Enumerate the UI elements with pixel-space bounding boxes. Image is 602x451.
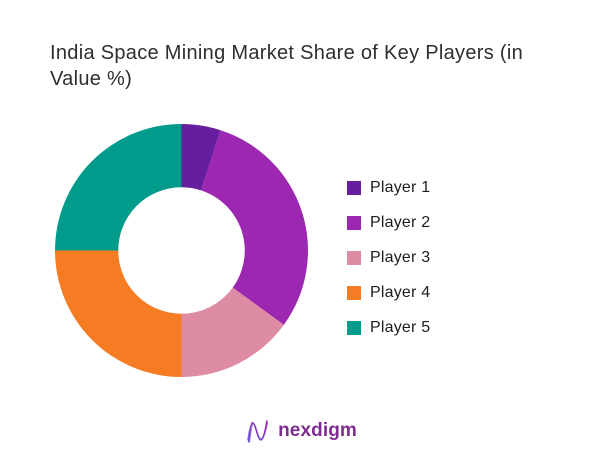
nexdigm-logo: nexdigm: [245, 418, 357, 444]
donut-slice-player-5: [55, 124, 182, 251]
nexdigm-logo-text: nexdigm: [278, 420, 357, 441]
legend-item: Player 1: [347, 170, 430, 205]
donut-chart-svg: [55, 124, 308, 377]
donut-slice-player-4: [55, 250, 182, 377]
legend-swatch: [347, 285, 361, 300]
legend-swatch: [347, 320, 361, 335]
chart-title: India Space Mining Market Share of Key P…: [50, 42, 523, 90]
legend-swatch: [347, 180, 361, 195]
legend-label: Player 2: [370, 213, 431, 231]
legend-item: Player 2: [347, 205, 430, 240]
legend-label: Player 4: [370, 283, 431, 301]
legend-label: Player 5: [370, 318, 431, 336]
legend: Player 1 Player 2 Player 3 Player 4 Play…: [347, 170, 430, 345]
legend-item: Player 3: [347, 240, 430, 275]
legend-label: Player 3: [370, 248, 431, 266]
n-wave-icon: [245, 418, 272, 444]
legend-item: Player 4: [347, 275, 430, 310]
donut-slice-player-2: [201, 130, 308, 325]
donut-slice-player-3: [181, 287, 284, 377]
donut-chart: [55, 124, 308, 377]
legend-swatch: [347, 250, 361, 265]
donut-slice-player-1: [181, 124, 221, 191]
legend-swatch: [347, 215, 361, 230]
legend-label: Player 1: [370, 178, 431, 196]
legend-item: Player 5: [347, 310, 430, 345]
